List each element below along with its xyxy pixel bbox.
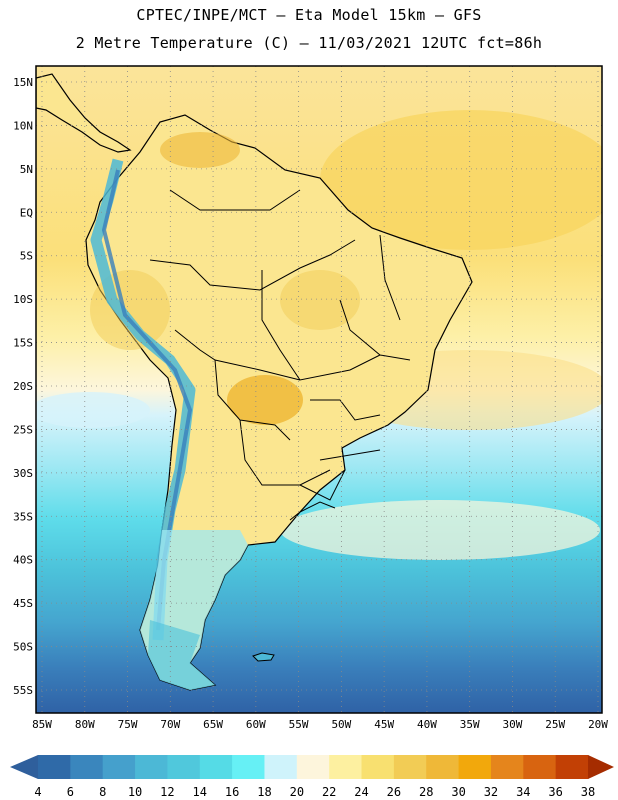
colorbar-cell [361,755,395,779]
colorbar-label: 18 [257,785,271,799]
lat-tick-label: 20S [13,380,33,393]
lat-tick-label: 15S [13,337,33,350]
lat-tick-label: EQ [20,206,33,219]
lon-tick-label: 45W [374,718,394,730]
lon-tick-label: 35W [460,718,480,730]
lat-tick-label: 10N [13,119,33,132]
lat-tick-label: 5S [20,250,33,263]
colorbar-label: 22 [322,785,336,799]
map-frame [35,65,603,714]
lon-tick-label: 60W [246,718,266,730]
warm-ocean-patch [320,110,602,250]
colorbar-cell [329,755,363,779]
map-subtitle: 2 Metre Temperature (C) – 11/03/2021 12U… [75,34,543,52]
colorbar-label: 10 [128,785,142,799]
lon-tick-label: 65W [203,718,223,730]
lon-tick-label: 70W [160,718,180,730]
patagonia-cold [148,620,215,690]
pale-ocean-patch [280,500,600,560]
colorbar-label: 16 [225,785,239,799]
lon-tick-label: 25W [545,718,565,730]
lat-tick-label: 15N [13,76,33,89]
country-borders [149,189,411,521]
colorbar-label: 26 [387,785,401,799]
temperature-map: 85W 80W 75W 70W 65W 60W 55W 50W 45W 40W 35W 30W 25W 2… [13,65,608,730]
colorbar-cell [523,755,557,779]
colorbar-label: 36 [548,785,562,799]
falkland-islands [252,652,275,662]
lon-tick-label: 75W [118,718,138,730]
lat-tick-label: 35S [13,510,33,523]
lat-tick-label: 55S [13,684,33,697]
colorbar-label: 24 [354,785,368,799]
colorbar-cell [490,755,524,779]
warm-land-patch [280,270,360,330]
colorbar-cell [458,755,492,779]
lon-tick-label: 85W [32,718,52,730]
lon-tick-label: 55W [289,718,309,730]
colorbar-label: 4 [34,785,41,799]
colorbar-cell [167,755,201,779]
colorbar-low-arrow [10,755,38,779]
colorbar-cell [296,755,330,779]
colorbar-label: 20 [290,785,304,799]
lon-tick-label: 30W [503,718,523,730]
colorbar-label: 32 [484,785,498,799]
colorbar-label: 8 [99,785,106,799]
lat-tick-label: 10S [13,293,33,306]
lat-tick-label: 50S [13,641,33,654]
colorbar-cell [199,755,233,779]
colorbar-cell [426,755,460,779]
colorbar: 4 6 8 10 12 14 16 18 20 22 24 26 28 30 32 34 36 38 [10,755,614,799]
colorbar-cell [38,755,71,779]
colorbar-label: 6 [67,785,74,799]
pale-ocean-patch [36,392,150,428]
lat-tick-label: 5N [20,163,33,176]
colorbar-high-arrow [588,755,614,779]
colorbar-label: 12 [160,785,174,799]
continent-central-america [36,73,132,153]
colorbar-cell [102,755,136,779]
lon-tick-label: 80W [75,718,95,730]
colorbar-label: 14 [193,785,207,799]
colorbar-label: 30 [451,785,465,799]
colorbar-cell [232,755,265,779]
colorbar-cell [555,755,589,779]
axis-labels: 85W 80W 75W 70W 65W 60W 55W 50W 45W 40W 35W 30W 25W 2… [13,76,608,730]
colorbar-label: 28 [419,785,433,799]
lon-tick-label: 40W [417,718,437,730]
lat-tick-label: 30S [13,467,33,480]
colorbar-cell [135,755,168,779]
warm-land-patch [227,375,303,425]
colorbar-cell [70,755,104,779]
colorbar-label: 34 [516,785,530,799]
lat-tick-label: 45S [13,597,33,610]
map-title: CPTEC/INPE/MCT – Eta Model 15km – GFS [136,6,482,24]
lon-tick-label: 20W [588,718,608,730]
lon-tick-label: 50W [331,718,351,730]
lat-tick-label: 25S [13,423,33,436]
colorbar-cell [264,755,298,779]
colorbar-label: 38 [581,785,595,799]
warm-land-patch [160,132,240,168]
colorbar-cell [393,755,427,779]
lat-tick-label: 40S [13,554,33,567]
